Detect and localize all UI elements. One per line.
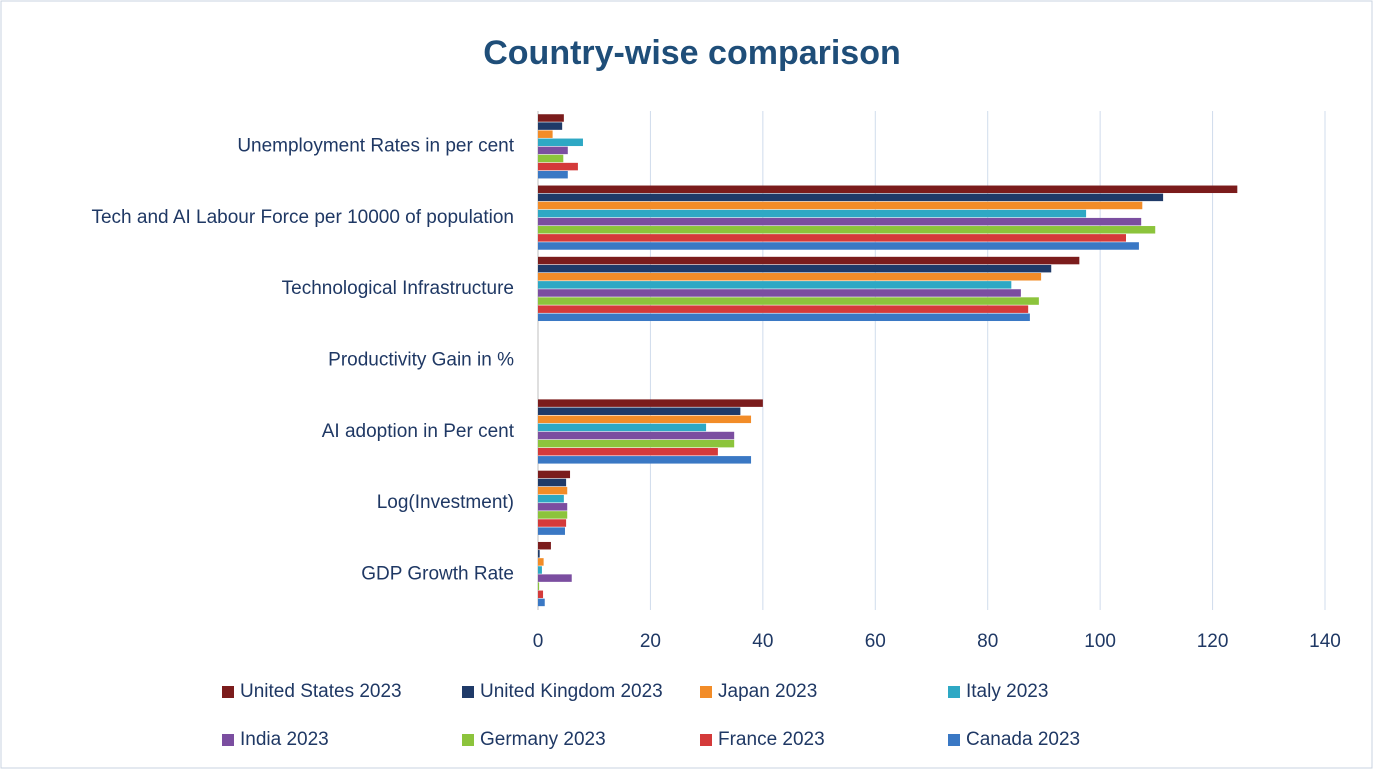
- legend-label: Germany 2023: [480, 729, 606, 750]
- bar: [538, 550, 540, 558]
- bar: [538, 281, 1012, 289]
- bar: [538, 598, 545, 607]
- bar: [538, 423, 707, 432]
- y-tick-label: GDP Growth Rate: [361, 563, 514, 584]
- bar: [538, 503, 568, 511]
- y-tick-label: Technological Infrastructure: [282, 278, 514, 299]
- legend-label: Italy 2023: [966, 681, 1048, 702]
- bar: [538, 130, 553, 138]
- bar: [538, 264, 1052, 273]
- y-tick-label: Tech and AI Labour Force per 10000 of po…: [91, 207, 514, 228]
- legend-swatch: [222, 686, 234, 698]
- legend-label: United Kingdom 2023: [480, 681, 663, 702]
- legend-swatch: [948, 686, 960, 698]
- bar: [538, 170, 568, 179]
- legend-label: Japan 2023: [718, 681, 817, 702]
- bar: [538, 122, 563, 130]
- x-tick-label: 0: [533, 631, 544, 652]
- bar: [538, 478, 567, 487]
- bar: [538, 114, 564, 122]
- bar: [538, 217, 1142, 226]
- bar: [538, 201, 1143, 210]
- legend-swatch: [948, 734, 960, 746]
- x-tick-label: 60: [865, 631, 886, 652]
- bar: [538, 541, 551, 550]
- bar: [538, 256, 1080, 265]
- bar: [538, 234, 1127, 242]
- bar: [538, 574, 572, 582]
- x-tick-label: 40: [752, 631, 773, 652]
- legend-swatch: [700, 686, 712, 698]
- legend-swatch: [700, 734, 712, 746]
- bar: [538, 590, 544, 599]
- y-tick-label: AI adoption in Per cent: [322, 421, 515, 442]
- y-tick-label: Log(Investment): [377, 492, 514, 513]
- bar: [538, 582, 540, 590]
- legend-label: France 2023: [718, 729, 825, 750]
- bar: [538, 486, 568, 495]
- x-tick-label: 140: [1309, 631, 1341, 652]
- legend-label: United States 2023: [240, 681, 402, 702]
- bar: [538, 431, 735, 440]
- legend-swatch: [462, 686, 474, 698]
- legend-swatch: [222, 734, 234, 746]
- bar: [538, 407, 741, 415]
- bar: [538, 193, 1164, 202]
- x-tick-label: 20: [640, 631, 661, 652]
- bar: [538, 242, 1139, 250]
- legend-label: Canada 2023: [966, 729, 1080, 750]
- bar: [538, 399, 763, 407]
- bar: [538, 447, 718, 456]
- bar: [538, 209, 1087, 218]
- bar: [538, 154, 564, 163]
- bar: [538, 470, 571, 479]
- chart-title: Country-wise comparison: [483, 34, 901, 72]
- y-tick-label: Unemployment Rates in per cent: [237, 136, 514, 157]
- bar: [538, 511, 568, 519]
- x-tick-label: 120: [1197, 631, 1229, 652]
- bar: [538, 138, 583, 147]
- bar: [538, 519, 567, 527]
- bar: [538, 566, 542, 574]
- bar: [538, 439, 735, 448]
- bar: [538, 313, 1030, 322]
- bar: [538, 226, 1156, 234]
- legend-swatch: [462, 734, 474, 746]
- bar: [538, 273, 1042, 281]
- bar: [538, 162, 578, 171]
- x-tick-label: 80: [977, 631, 998, 652]
- bar: [538, 289, 1021, 297]
- legend-label: India 2023: [240, 729, 329, 750]
- bar: [538, 456, 752, 464]
- bar: [538, 146, 568, 155]
- bar: [538, 297, 1039, 305]
- bar: [538, 527, 565, 535]
- bar: [538, 305, 1029, 313]
- y-tick-label: Productivity Gain in %: [328, 350, 514, 371]
- x-tick-label: 100: [1084, 631, 1116, 652]
- bar: [538, 185, 1238, 194]
- bar: [538, 558, 544, 566]
- bar: [538, 494, 564, 503]
- bar: [538, 415, 752, 424]
